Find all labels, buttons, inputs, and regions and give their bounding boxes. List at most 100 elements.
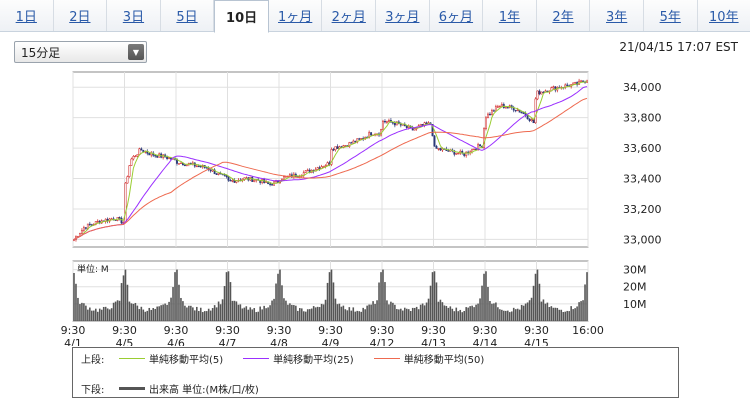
volume-bar — [85, 305, 87, 321]
tab-0[interactable]: 1日 — [0, 0, 54, 31]
candle-body — [271, 184, 274, 186]
volume-bar — [532, 285, 535, 321]
candle-body — [197, 165, 200, 168]
volume-bar — [253, 308, 256, 321]
volume-bar — [300, 308, 303, 321]
volume-bar — [142, 309, 145, 321]
volume-bar — [451, 308, 454, 321]
volume-bar — [332, 282, 335, 321]
volume-bar — [77, 297, 79, 321]
volume-bar — [154, 308, 156, 321]
volume-bar — [308, 309, 311, 321]
tab-4[interactable]: 10日 — [214, 0, 269, 33]
tab-9[interactable]: 1年 — [483, 0, 537, 31]
tab-1[interactable]: 2日 — [54, 0, 108, 31]
volume-bar — [152, 308, 155, 321]
volume-bar — [516, 308, 519, 321]
volume-unit-label: 単位: M — [77, 263, 109, 275]
volume-bar — [344, 309, 347, 321]
tab-5[interactable]: 1ヶ月 — [269, 0, 323, 31]
volume-bar — [241, 308, 244, 321]
candle-body — [316, 167, 319, 170]
candle-body — [574, 82, 577, 84]
volume-bar — [548, 307, 551, 321]
volume-bar — [542, 299, 545, 321]
candle-body — [522, 112, 525, 114]
volume-bar — [390, 301, 392, 321]
volume-bar — [439, 299, 442, 321]
volume-bar — [182, 301, 184, 321]
volume-bar — [304, 311, 307, 321]
volume-bar — [126, 284, 129, 321]
x-time-label: 9:30 — [112, 324, 137, 337]
volume-bar — [172, 287, 174, 321]
volume-bar — [257, 311, 259, 321]
candle-body — [318, 167, 321, 169]
volume-bar — [239, 304, 242, 321]
tab-6[interactable]: 2ヶ月 — [322, 0, 377, 31]
candle-body — [477, 144, 480, 150]
legend-label-volume: 出来高 単位:(M株/口/枚) — [149, 385, 259, 396]
interval-select[interactable]: 15分足 ▼ — [14, 41, 147, 63]
legend-swatch-ma50 — [373, 358, 400, 359]
tab-2[interactable]: 3日 — [107, 0, 161, 31]
volume-bar — [503, 310, 505, 321]
candle-body — [178, 163, 180, 165]
volume-bar — [378, 282, 380, 321]
price-tick-label: 33,800 — [623, 112, 662, 125]
volume-bar — [400, 308, 402, 321]
x-time-label: 9:30 — [61, 324, 86, 337]
tab-8[interactable]: 6ヶ月 — [430, 0, 484, 31]
volume-bar — [267, 307, 269, 321]
volume-bar — [493, 303, 495, 321]
candle-body — [433, 135, 436, 147]
last-updated-timestamp: 21/04/15 17:07 EST — [619, 40, 738, 54]
volume-bar — [512, 307, 515, 321]
tab-7[interactable]: 3ヶ月 — [376, 0, 430, 31]
candle-body — [168, 157, 171, 159]
volume-bar — [366, 305, 368, 321]
volume-bar — [186, 307, 188, 321]
candle-body — [489, 113, 491, 116]
volume-bar — [207, 308, 210, 321]
volume-bar — [403, 307, 406, 321]
volume-bar — [134, 302, 137, 321]
tab-13[interactable]: 10年 — [709, 10, 739, 25]
volume-bar — [140, 306, 143, 321]
volume-bar — [201, 312, 204, 321]
x-date-label: 4/12 — [370, 337, 395, 346]
volume-bar — [247, 309, 250, 321]
volume-bar — [225, 272, 228, 321]
tab-3[interactable]: 5日 — [161, 0, 215, 31]
volume-bar — [481, 285, 483, 321]
x-date-label: 4/9 — [322, 337, 340, 346]
tab-10[interactable]: 2年 — [537, 0, 591, 31]
volume-bar — [526, 302, 529, 321]
chevron-down-icon[interactable]: ▼ — [128, 44, 144, 60]
interval-select-value: 15分足 — [21, 45, 61, 60]
volume-bar — [94, 308, 97, 321]
volume-bar — [79, 304, 81, 321]
candle-body — [360, 138, 363, 140]
volume-bar — [405, 308, 408, 321]
x-time-label: 9:30 — [421, 324, 446, 337]
candle-body — [384, 120, 386, 123]
volume-bar — [364, 309, 366, 321]
volume-bar — [566, 310, 568, 321]
volume-bar — [489, 301, 491, 321]
volume-bar — [194, 310, 196, 321]
legend-upper-row: 上段: 単純移動平均(5) 単純移動平均(25) 単純移動平均(50) — [81, 351, 504, 366]
candle-body — [332, 149, 335, 151]
candle-body — [306, 169, 309, 172]
tab-11[interactable]: 3年 — [590, 0, 644, 31]
volume-bar — [118, 300, 121, 321]
legend-lower-label: 下段: — [81, 385, 105, 396]
volume-bar — [463, 311, 465, 321]
volume-bar — [265, 308, 267, 321]
volume-bar — [425, 302, 428, 321]
candle-body — [395, 121, 398, 126]
volume-bar — [180, 297, 182, 321]
volume-bar — [376, 300, 378, 321]
volume-bar — [568, 311, 570, 321]
tab-12[interactable]: 5年 — [644, 0, 698, 31]
